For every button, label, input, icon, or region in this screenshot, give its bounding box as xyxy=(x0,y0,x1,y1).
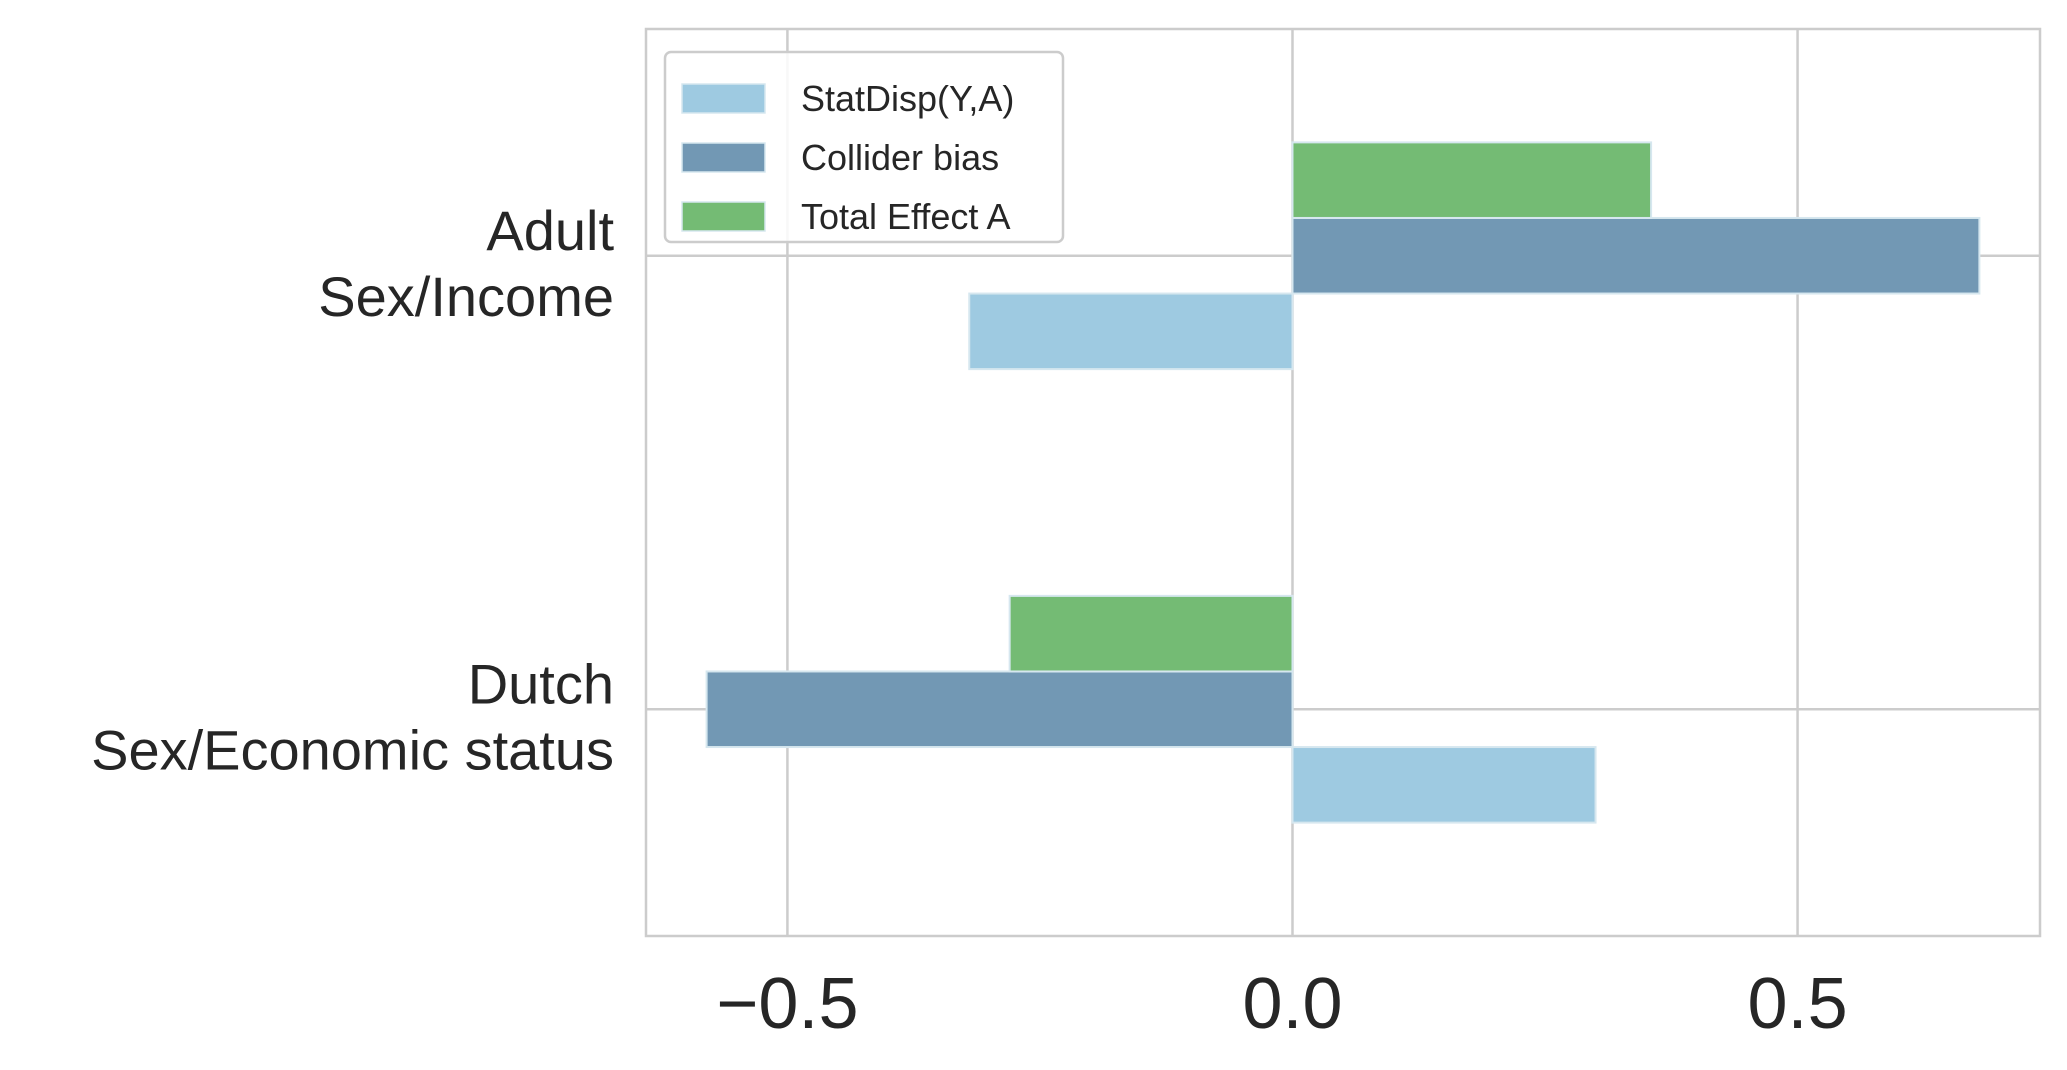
bar-total-effect-a-0 xyxy=(1291,141,1653,219)
y-category-label: Adult Sex/Income xyxy=(318,199,614,328)
bar-total-effect-a-1 xyxy=(1008,594,1294,673)
x-tick-label: −0.5 xyxy=(716,964,858,1044)
legend-label: Total Effect A xyxy=(801,196,1010,237)
x-tick-label: 0.0 xyxy=(1242,964,1342,1044)
bars xyxy=(705,141,1981,824)
x-tick-label: 0.5 xyxy=(1748,964,1848,1044)
legend-swatch xyxy=(681,201,766,232)
bar-statdisp-y-a--1 xyxy=(1291,746,1597,824)
plot-area-frame xyxy=(644,27,2042,938)
y-axis-category-labels: Adult Sex/Income Dutch Sex/Economic status xyxy=(91,199,614,782)
legend-swatch xyxy=(681,142,766,173)
y-category-label: Dutch Sex/Economic status xyxy=(91,652,614,781)
legend-label: Collider bias xyxy=(801,137,999,178)
legend-swatch xyxy=(681,83,766,114)
x-axis-tick-labels: −0.5 0.0 0.5 xyxy=(716,964,1847,1044)
bar-collider-bias-0 xyxy=(1291,216,1981,295)
bar-collider-bias-1 xyxy=(705,670,1294,749)
legend-label: StatDisp(Y,A) xyxy=(801,78,1014,119)
bar-statdisp-y-a--0 xyxy=(968,292,1294,371)
legend: StatDisp(Y,A) Collider bias Total Effect A xyxy=(663,50,1065,244)
